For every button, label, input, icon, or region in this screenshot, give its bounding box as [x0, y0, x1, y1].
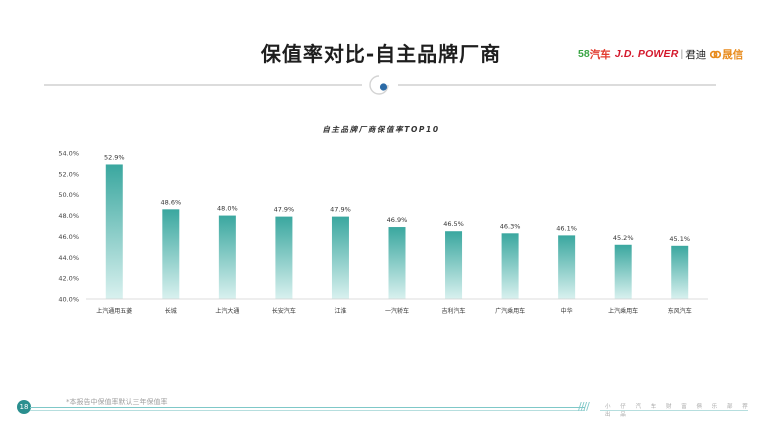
- x-tick-label: 上汽大通: [215, 307, 239, 315]
- bar: [218, 215, 236, 299]
- x-tick-label: 中华: [561, 307, 573, 315]
- y-tick-label: 46.0%: [58, 233, 79, 241]
- logo-58-text: 汽车: [589, 48, 611, 61]
- page-number: 18: [17, 400, 31, 414]
- header-divider-ornament: [369, 75, 389, 95]
- bar-value-label: 47.9%: [274, 206, 295, 214]
- y-tick-label: 54.0%: [58, 150, 79, 158]
- bar: [558, 235, 576, 299]
- footnote: *本报告中保值率默认三年保值率: [66, 398, 168, 406]
- logo-shengxin-text: 晟信: [722, 48, 744, 61]
- bar: [388, 227, 406, 299]
- bar: [445, 231, 463, 299]
- logo-jundi: 君迪: [685, 48, 707, 61]
- bar-value-label: 48.0%: [217, 205, 238, 213]
- bar-value-label: 46.3%: [500, 222, 521, 230]
- logo-58: 58: [578, 48, 590, 60]
- bar: [614, 244, 632, 299]
- y-tick-label: 50.0%: [58, 191, 79, 199]
- bar-value-label: 46.1%: [556, 224, 577, 232]
- page-title: 保值率对比-自主品牌厂商: [260, 42, 502, 66]
- y-tick-label: 48.0%: [58, 212, 79, 220]
- x-tick-label: 长安汽车: [272, 307, 296, 315]
- chart-title: 自主品牌厂商保值率TOP10: [322, 125, 439, 134]
- footer-tagline: 小 仔 汽 车 财 富 俱 乐 部 荐 出 品: [605, 404, 752, 418]
- x-tick-label: 广汽乘用车: [495, 307, 525, 315]
- logo-jdpower: J.D. POWER: [614, 48, 679, 60]
- header-rule-left: [44, 84, 362, 86]
- x-tick-label: 上汽乘用车: [608, 307, 638, 315]
- bar-value-label: 46.5%: [443, 220, 464, 228]
- y-tick-label: 40.0%: [58, 296, 79, 304]
- bar: [331, 216, 349, 299]
- brand-logos: 58 汽车 J.D. POWER | 君迪 晟信: [578, 46, 743, 62]
- shengxin-mark-icon: [710, 50, 722, 58]
- footer-rule: [30, 407, 585, 408]
- bar-value-label: 52.9%: [104, 153, 125, 161]
- bar: [671, 245, 689, 299]
- x-tick-label: 一汽轿车: [385, 307, 409, 315]
- header-rule-right: [398, 84, 716, 86]
- bar: [501, 233, 519, 299]
- footer-slash-ornament: ////: [578, 400, 590, 413]
- y-tick-label: 52.0%: [58, 170, 79, 178]
- bar: [105, 164, 123, 299]
- logo-separator: |: [680, 48, 684, 60]
- footer-rule-right: [600, 410, 748, 411]
- logo-shengxin: 晟信: [710, 47, 743, 62]
- x-tick-label: 上汽通用五菱: [96, 307, 132, 315]
- bar-value-label: 45.2%: [613, 234, 634, 242]
- bar: [275, 216, 293, 299]
- bar-value-label: 47.9%: [330, 206, 351, 214]
- x-tick-label: 吉利汽车: [442, 307, 466, 315]
- bar: [162, 209, 180, 299]
- y-tick-label: 44.0%: [58, 254, 79, 262]
- bar-value-label: 46.9%: [387, 216, 408, 224]
- x-tick-label: 长城: [165, 307, 177, 315]
- x-tick-label: 东风汽车: [668, 307, 692, 315]
- y-tick-label: 42.0%: [58, 275, 79, 283]
- x-tick-label: 江淮: [334, 307, 346, 315]
- bar-value-label: 48.6%: [160, 198, 181, 206]
- footer-rule-secondary: [30, 410, 585, 411]
- bar-value-label: 45.1%: [669, 235, 690, 243]
